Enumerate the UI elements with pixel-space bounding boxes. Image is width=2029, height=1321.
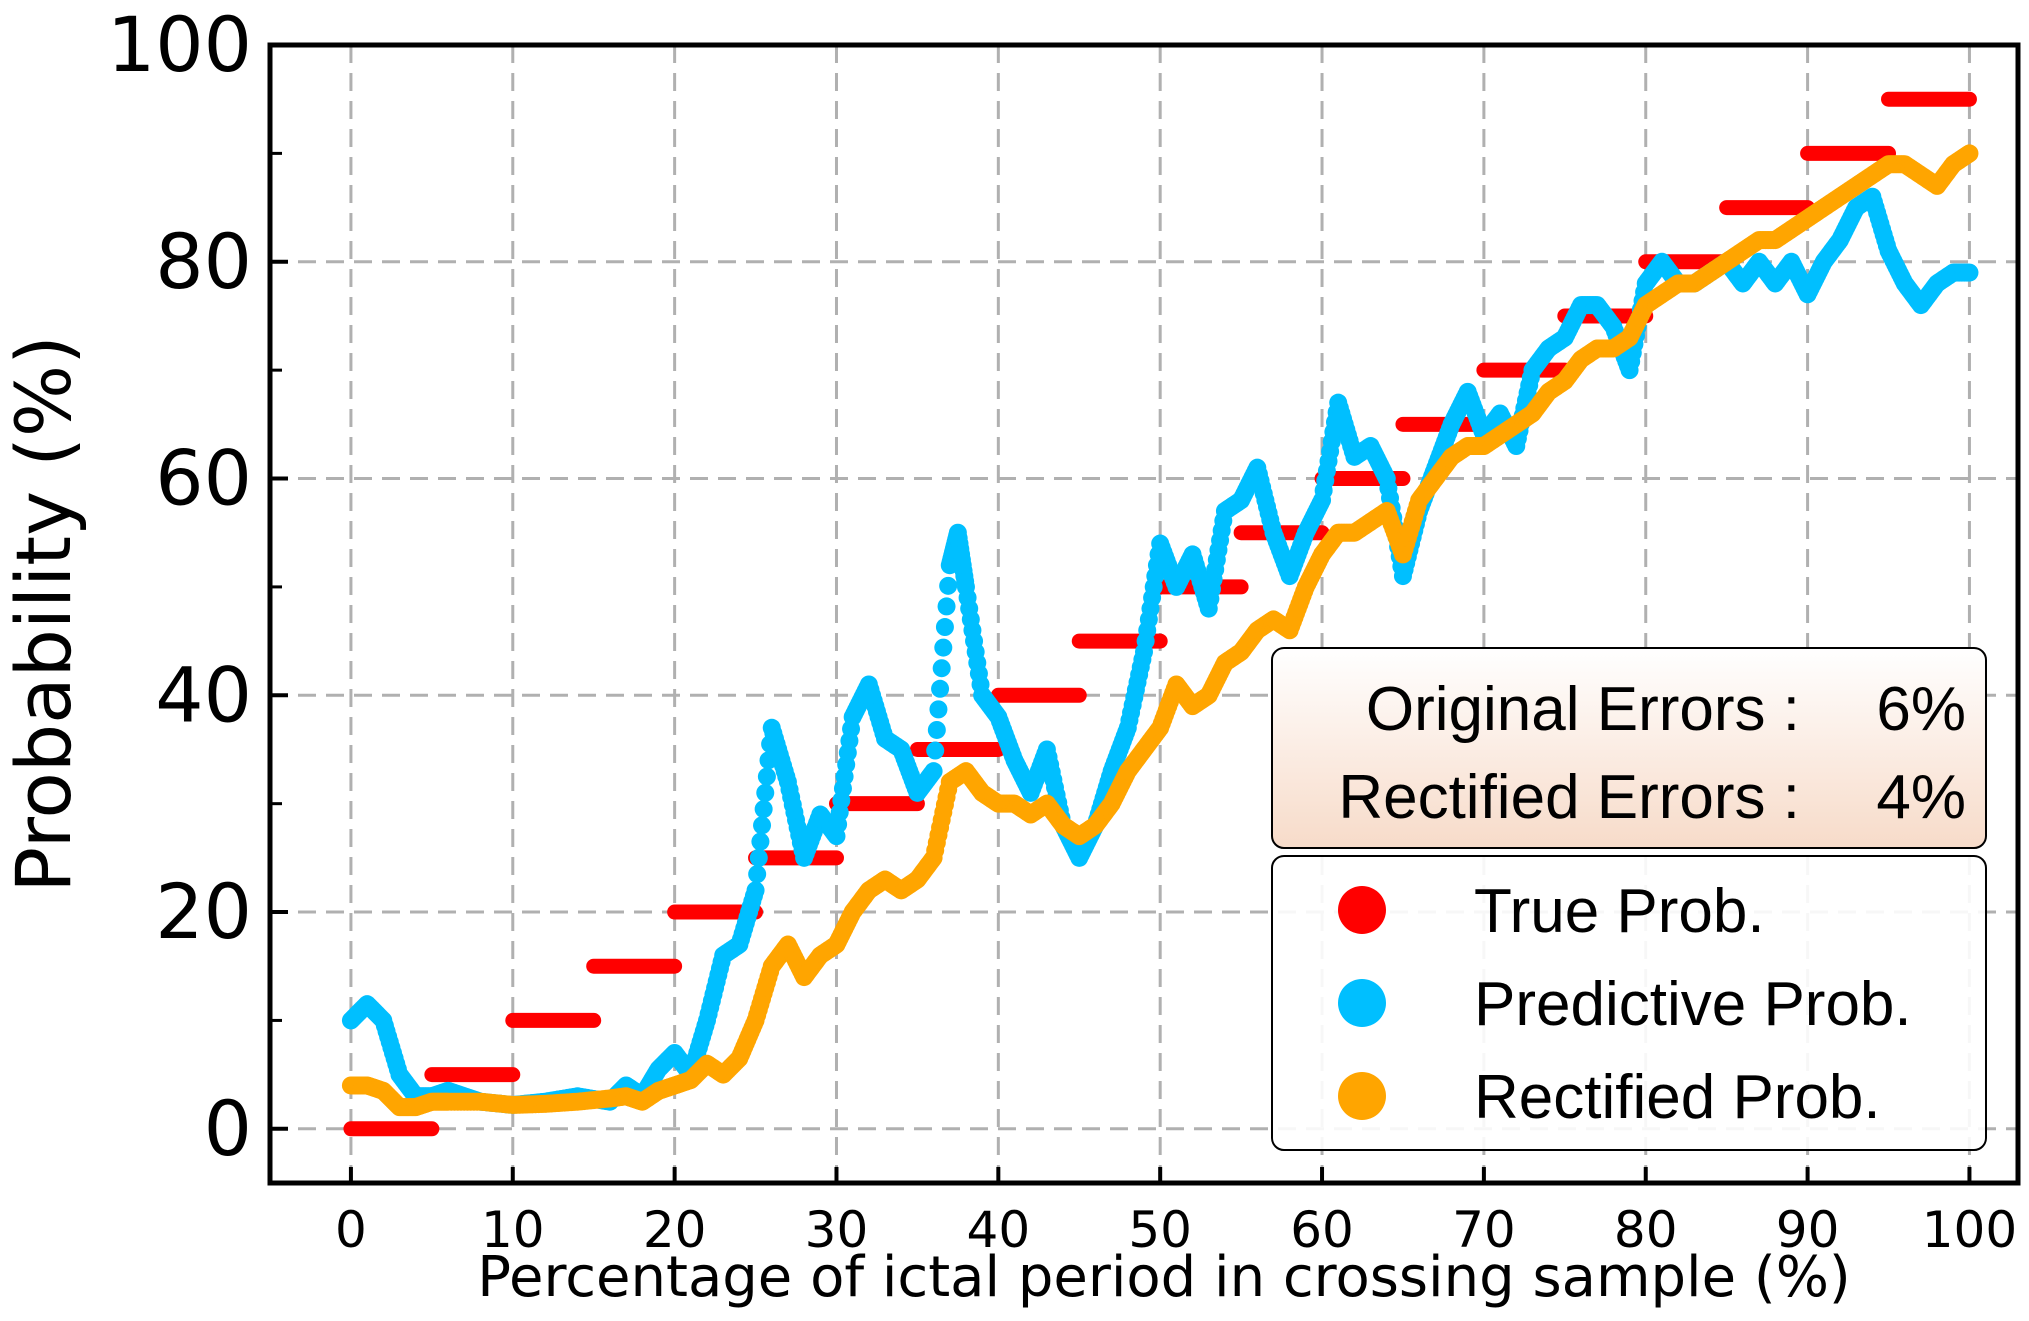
y-tick-label: 80 (155, 217, 252, 306)
legend: True Prob. Predictive Prob. Rectified Pr… (1271, 855, 1987, 1151)
x-tick-label: 90 (1776, 1201, 1840, 1259)
predictive-prob-point (931, 679, 950, 698)
predictive-prob-point (924, 762, 943, 781)
y-tick-label: 20 (155, 867, 252, 956)
legend-label-true: True Prob. (1474, 877, 1765, 946)
axis-ticks (270, 43, 1972, 1183)
predictive-prob-point (749, 848, 768, 867)
x-tick-label: 20 (643, 1201, 707, 1259)
y-tick-label: 100 (107, 0, 252, 89)
predictive-prob-point (937, 597, 956, 616)
x-tick-label: 50 (1128, 1201, 1192, 1259)
rectified-errors-label: Rectified Errors : (1338, 763, 1800, 832)
x-tick-label: 60 (1290, 1201, 1354, 1259)
x-tick-label: 70 (1452, 1201, 1516, 1259)
plot-frame (267, 42, 2021, 1186)
rectified-errors-value: 4% (1876, 763, 1966, 832)
x-tick-label: 30 (805, 1201, 869, 1259)
predictive-prob-point (748, 865, 767, 884)
original-errors-value: 6% (1876, 675, 1966, 744)
predictive-prob-point (757, 767, 776, 786)
predictive-prob-point (934, 638, 953, 657)
predictive-prob-point (927, 720, 946, 739)
y-tick-label: 60 (155, 434, 252, 523)
legend-marker-true (1338, 886, 1386, 934)
predictive-prob-point (939, 576, 958, 595)
predictive-prob-point (756, 783, 775, 802)
original-errors-label: Original Errors : (1366, 675, 1800, 744)
predictive-prob-point (1960, 263, 1979, 282)
predictive-prob-point (746, 881, 765, 900)
y-axis-label: Probability (%) (0, 335, 88, 892)
x-tick-label: 10 (481, 1201, 545, 1259)
legend-label-predictive: Predictive Prob. (1474, 970, 1912, 1039)
legend-marker-rectified (1338, 1072, 1386, 1120)
predictive-prob-point (926, 741, 945, 760)
y-tick-label: 40 (155, 650, 252, 739)
rectified-prob-series (341, 144, 1979, 1117)
rectified-prob-point (1960, 144, 1979, 163)
error-summary-box: Original Errors : 6% Rectified Errors : … (1271, 647, 1987, 849)
predictive-prob-point (753, 816, 772, 835)
series-layer (341, 91, 1979, 1137)
predictive-prob-point (754, 800, 773, 819)
legend-label-rectified: Rectified Prob. (1474, 1063, 1881, 1132)
x-tick-label: 40 (967, 1201, 1031, 1259)
x-tick-label: 100 (1922, 1201, 2017, 1259)
predictive-prob-point (751, 832, 770, 851)
y-tick-label: 0 (204, 1084, 252, 1173)
predictive-prob-point (935, 618, 954, 637)
x-tick-label: 80 (1614, 1201, 1678, 1259)
predictive-prob-point (932, 659, 951, 678)
x-axis-label: Percentage of ictal period in crossing s… (477, 1245, 1851, 1310)
axis-tick-labels: 0 10 20 30 40 50 60 70 80 90 100 0 20 40 60 80 100 (107, 0, 2017, 1259)
legend-marker-predictive (1338, 979, 1386, 1027)
x-tick-label: 0 (335, 1201, 367, 1259)
predictive-prob-point (929, 700, 948, 719)
